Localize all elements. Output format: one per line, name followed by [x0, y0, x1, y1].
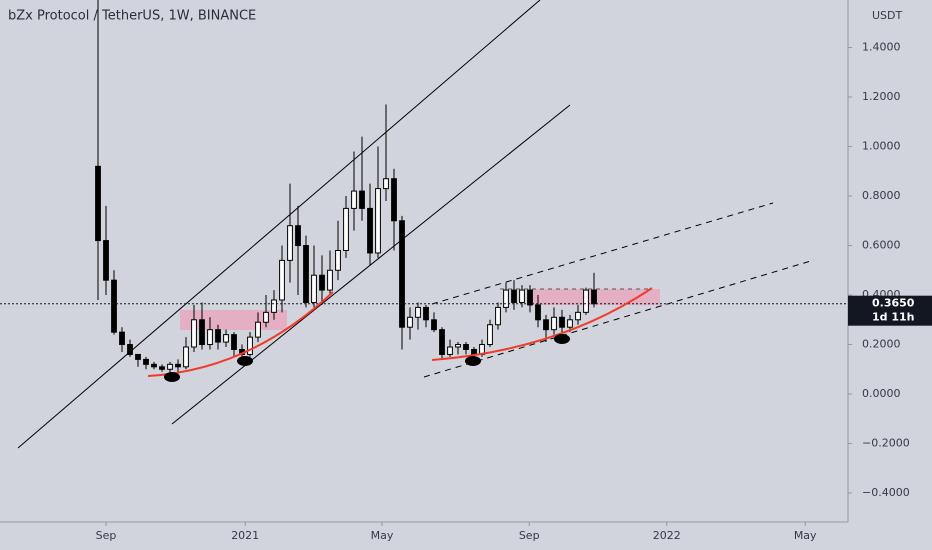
candle-body	[439, 329, 445, 355]
candle-body	[95, 165, 101, 242]
candle-body	[183, 346, 189, 368]
candle-body	[455, 344, 461, 348]
candle-body	[575, 311, 581, 321]
candle-body	[335, 249, 341, 271]
drawings	[17, 0, 815, 449]
candle-body	[263, 311, 269, 323]
candle-body	[463, 344, 469, 350]
candle-body	[415, 306, 421, 318]
candle-body	[503, 289, 509, 308]
candle-body	[199, 319, 205, 346]
y-tick-label: 0.0000	[862, 387, 901, 400]
candle-body	[247, 336, 253, 355]
candle-body	[271, 299, 277, 313]
candle-body	[215, 329, 221, 343]
candle-body	[175, 363, 181, 368]
marker-dot	[164, 372, 180, 382]
candle-body	[423, 306, 429, 321]
x-tick-label: May	[794, 529, 817, 542]
x-tick-label: Sep	[96, 529, 117, 542]
candle-body	[303, 245, 309, 303]
candle-body	[159, 366, 165, 370]
candle-body	[191, 319, 197, 348]
y-tick-label: 0.2000	[862, 338, 901, 351]
candle-body	[343, 207, 349, 251]
candle-body	[327, 269, 333, 291]
candle-body	[447, 346, 453, 355]
candle-body	[543, 319, 549, 331]
candle-body	[399, 220, 405, 328]
y-tick-label: 0.6000	[862, 239, 901, 252]
candles	[95, 0, 597, 375]
y-tick-label: −0.2000	[862, 437, 910, 450]
y-tick-label: −0.4000	[862, 486, 910, 499]
x-tick-label: Sep	[519, 529, 540, 542]
channel-line	[171, 104, 571, 425]
marker-dot	[554, 334, 570, 344]
candle-body	[167, 363, 173, 370]
countdown: 1d 11h	[872, 311, 915, 324]
candle-body	[471, 348, 477, 355]
candle-body	[583, 289, 589, 313]
candle-body	[103, 240, 109, 281]
candle-body	[359, 190, 365, 209]
candle-body	[143, 358, 149, 365]
candle-body	[127, 344, 133, 355]
candle-body	[527, 289, 533, 306]
candle-body	[551, 316, 557, 331]
candle-body	[119, 331, 125, 346]
x-tick-label: 2022	[653, 529, 681, 542]
current-price: 0.3650	[872, 297, 915, 310]
dashed-line	[423, 259, 815, 378]
curve	[431, 287, 653, 361]
candle-body	[375, 188, 381, 254]
channel-line	[17, 0, 541, 449]
candle-body	[559, 316, 565, 328]
y-tick-label: 1.0000	[862, 140, 901, 153]
candle-body	[295, 225, 301, 247]
candle-body	[231, 334, 237, 350]
candle-body	[255, 321, 261, 338]
candle-body	[535, 304, 541, 321]
candle-body	[591, 289, 597, 305]
candle-body	[367, 207, 373, 254]
candle-body	[287, 225, 293, 261]
candle-body	[487, 324, 493, 346]
dashed-line	[431, 202, 774, 305]
y-tick-label: 1.2000	[862, 90, 901, 103]
candle-body	[223, 334, 229, 343]
candle-body	[279, 259, 285, 301]
candle-body	[207, 329, 213, 346]
candle-body	[407, 316, 413, 328]
overlay	[147, 287, 653, 382]
candle-body	[319, 274, 325, 291]
candle-body	[495, 306, 501, 326]
x-tick-label: 2021	[231, 529, 259, 542]
candle-body	[151, 363, 157, 368]
price-label-box	[848, 295, 932, 326]
candle-body	[391, 178, 397, 222]
x-tick-label: May	[371, 529, 394, 542]
chart-title: bZx Protocol / TetherUS, 1W, BINANCE	[8, 9, 256, 24]
candle-body	[351, 190, 357, 209]
candle-body	[519, 289, 525, 303]
y-tick-label: 1.4000	[862, 41, 901, 54]
candle-body	[135, 353, 141, 360]
candle-body	[111, 279, 117, 333]
candle-body	[383, 178, 389, 190]
y-tick-label: 0.8000	[862, 189, 901, 202]
axis-unit: USDT	[872, 9, 903, 22]
marker-dot	[465, 356, 481, 366]
marker-dot	[237, 356, 253, 366]
candle-body	[511, 289, 517, 303]
candle-body	[431, 319, 437, 331]
candle-body	[567, 319, 573, 328]
candle-body	[311, 274, 317, 303]
